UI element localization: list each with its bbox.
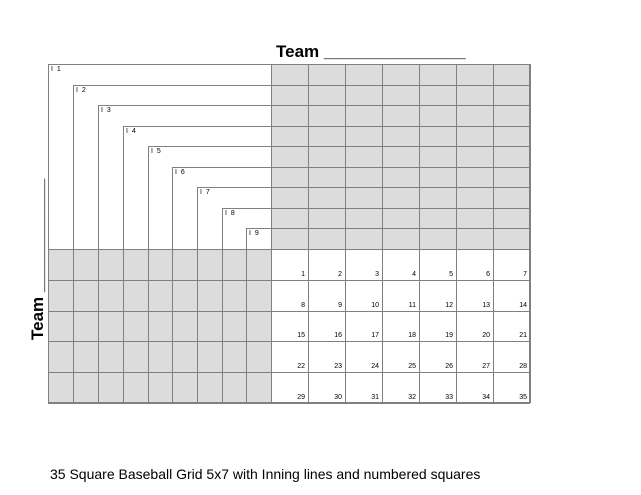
- square-number: 6: [486, 271, 490, 278]
- inning-label: I 3: [101, 107, 112, 114]
- square-number: 21: [519, 332, 527, 339]
- square-number: 26: [445, 363, 453, 370]
- square-number: 30: [334, 394, 342, 401]
- square-number: 17: [371, 332, 379, 339]
- top-right-shade: [271, 64, 530, 249]
- inning-label: I 7: [200, 189, 211, 196]
- square-number: 8: [301, 302, 305, 309]
- square-number: 18: [408, 332, 416, 339]
- inning-label: I 6: [175, 169, 186, 176]
- bottom-left-shade: [48, 249, 271, 403]
- square-number: 25: [408, 363, 416, 370]
- inning-label: I 1: [51, 66, 62, 73]
- square-number: 31: [371, 394, 379, 401]
- square-number: 14: [519, 302, 527, 309]
- square-number: 34: [482, 394, 490, 401]
- square-number: 9: [338, 302, 342, 309]
- square-number: 5: [449, 271, 453, 278]
- page-caption: 35 Square Baseball Grid 5x7 with Inning …: [50, 466, 481, 482]
- square-number: 1: [301, 271, 305, 278]
- square-number: 4: [412, 271, 416, 278]
- square-number: 10: [371, 302, 379, 309]
- inning-label: I 2: [76, 87, 87, 94]
- square-number: 13: [482, 302, 490, 309]
- square-number: 35: [519, 394, 527, 401]
- inning-label: I 5: [151, 148, 162, 155]
- square-number: 29: [297, 394, 305, 401]
- square-number: 22: [297, 363, 305, 370]
- square-number: 33: [445, 394, 453, 401]
- square-number: 27: [482, 363, 490, 370]
- inning-label: I 4: [126, 128, 137, 135]
- square-number: 15: [297, 332, 305, 339]
- square-number: 16: [334, 332, 342, 339]
- top-team-label: Team _______________: [276, 42, 466, 61]
- inning-label: I 9: [249, 230, 260, 237]
- square-number: 12: [445, 302, 453, 309]
- square-number: 2: [338, 271, 342, 278]
- square-number: 23: [334, 363, 342, 370]
- inning-label: I 8: [225, 210, 236, 217]
- square-number: 11: [409, 302, 416, 309]
- square-number: 3: [375, 271, 379, 278]
- square-number: 19: [445, 332, 453, 339]
- square-number: 7: [523, 271, 527, 278]
- square-number: 24: [371, 363, 379, 370]
- square-number: 32: [408, 394, 416, 401]
- square-number: 20: [482, 332, 490, 339]
- square-number: 28: [519, 363, 527, 370]
